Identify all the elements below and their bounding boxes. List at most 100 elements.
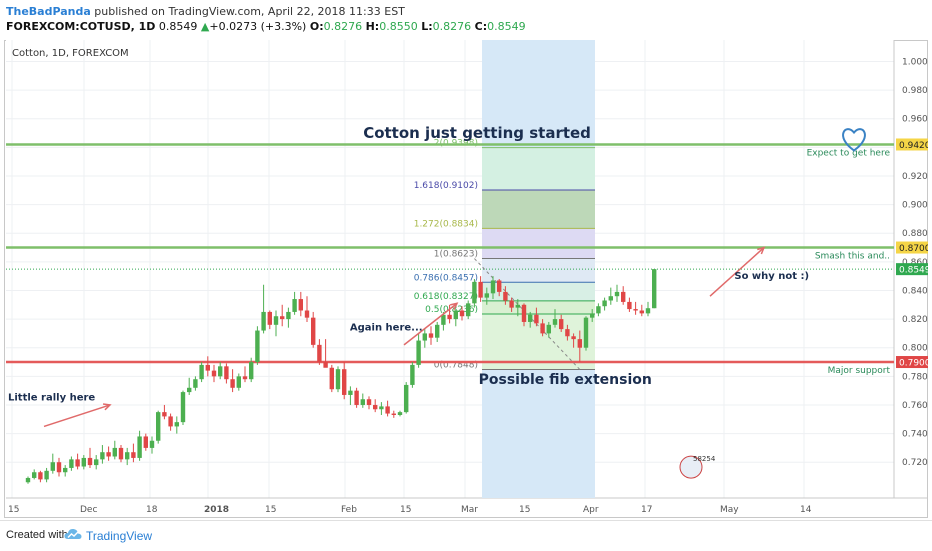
badge-text: 58254 [693, 455, 716, 463]
candle-body [280, 316, 285, 320]
candle-body [187, 387, 192, 393]
annotation-arrow [403, 302, 458, 346]
heart-outline-icon [842, 128, 866, 152]
candle-body [534, 314, 539, 324]
x-tick-label: 17 [641, 505, 652, 515]
fib-anchor-line [474, 258, 581, 370]
candle-body [490, 280, 496, 294]
arrow-head [757, 246, 766, 255]
x-tick-label: Feb [341, 505, 357, 515]
candle-body [466, 303, 471, 317]
candle-body [546, 324, 551, 334]
candle-body [410, 364, 415, 385]
price-tag-label: 0.9420 [899, 141, 928, 151]
y-tick-label: 1.0000 [902, 57, 928, 67]
candle-body [478, 281, 483, 298]
candle-body [497, 280, 502, 292]
candle-body [149, 440, 155, 448]
candle-body [571, 336, 576, 340]
candle-body [621, 291, 626, 302]
candle-body [391, 413, 396, 415]
candle-body [652, 269, 657, 309]
fib-level-label: 0(0.7848) [434, 360, 478, 370]
fib-level-label: 1.272(0.8834) [414, 219, 478, 229]
fib-band [482, 147, 595, 190]
candle-body [205, 364, 210, 371]
candle-body [106, 452, 111, 457]
x-tick-label: 15 [400, 505, 411, 515]
arrow-head [450, 302, 459, 310]
candle-body [292, 299, 297, 312]
candle-body [267, 311, 272, 325]
candle-body [174, 422, 179, 427]
candle-body [435, 324, 440, 338]
triangle-up-icon: ▲ [200, 20, 210, 33]
candle-body [366, 399, 372, 405]
candle-body [583, 317, 589, 348]
open-label: O: [309, 20, 324, 33]
candle-body [50, 462, 55, 471]
x-tick-label: Apr [583, 505, 599, 515]
candle-body [608, 296, 613, 301]
fib-band [482, 282, 595, 301]
candle-body [112, 447, 117, 457]
candle-body [503, 291, 508, 301]
candle-body [75, 459, 80, 467]
candle-body [137, 436, 142, 458]
published-text: published on TradingView.com, April 22, … [94, 5, 405, 18]
candle-body [342, 369, 347, 395]
candle-body [199, 364, 204, 380]
candle-body [193, 379, 198, 388]
fib-band [482, 300, 595, 314]
candle-body [596, 306, 601, 314]
candle-body [645, 308, 651, 314]
price-change: +0.0273 (+3.3%) [209, 20, 307, 33]
candle-body [565, 329, 570, 337]
close-label: C: [474, 20, 488, 33]
price-tag [896, 263, 928, 276]
fib-level-label: 0.786(0.8457) [414, 273, 478, 283]
candle-body [100, 452, 105, 460]
footer: Created with TradingView [0, 520, 932, 551]
arrow-head [102, 403, 112, 411]
candle-body [602, 300, 607, 307]
candle-body [633, 309, 638, 311]
x-tick-label: 2018 [204, 505, 229, 515]
tradingview-brand[interactable]: TradingView [86, 529, 153, 543]
candle-body [180, 392, 186, 423]
candle-body [329, 367, 334, 390]
candle-body [453, 310, 458, 320]
low-label: L: [421, 20, 433, 33]
candle-body [261, 311, 266, 331]
candle-body [131, 452, 136, 458]
candle-body [540, 323, 545, 334]
candle-body [385, 406, 390, 414]
price-tag [896, 138, 928, 151]
candle-body [354, 390, 359, 405]
candle-body [25, 477, 31, 483]
fib-level-label: 0.5(0.8236) [425, 305, 478, 315]
x-tick-label: 15 [265, 505, 276, 515]
candle-body [94, 459, 99, 466]
candle-body [211, 370, 217, 377]
symbol-name: FOREXCOM:COTUSD, 1D [6, 20, 156, 33]
candle-body [614, 291, 620, 297]
candle-body [255, 330, 260, 363]
candle-body [335, 369, 341, 390]
candle-body [447, 314, 452, 320]
candle-body [379, 406, 384, 410]
author-name[interactable]: TheBadPanda [6, 5, 91, 18]
annotation-arrow [709, 246, 765, 297]
candle-body [224, 366, 229, 380]
candle-body [311, 317, 316, 345]
candle-body [38, 472, 43, 480]
x-tick-label: May [720, 505, 739, 515]
candle-body [577, 339, 582, 348]
